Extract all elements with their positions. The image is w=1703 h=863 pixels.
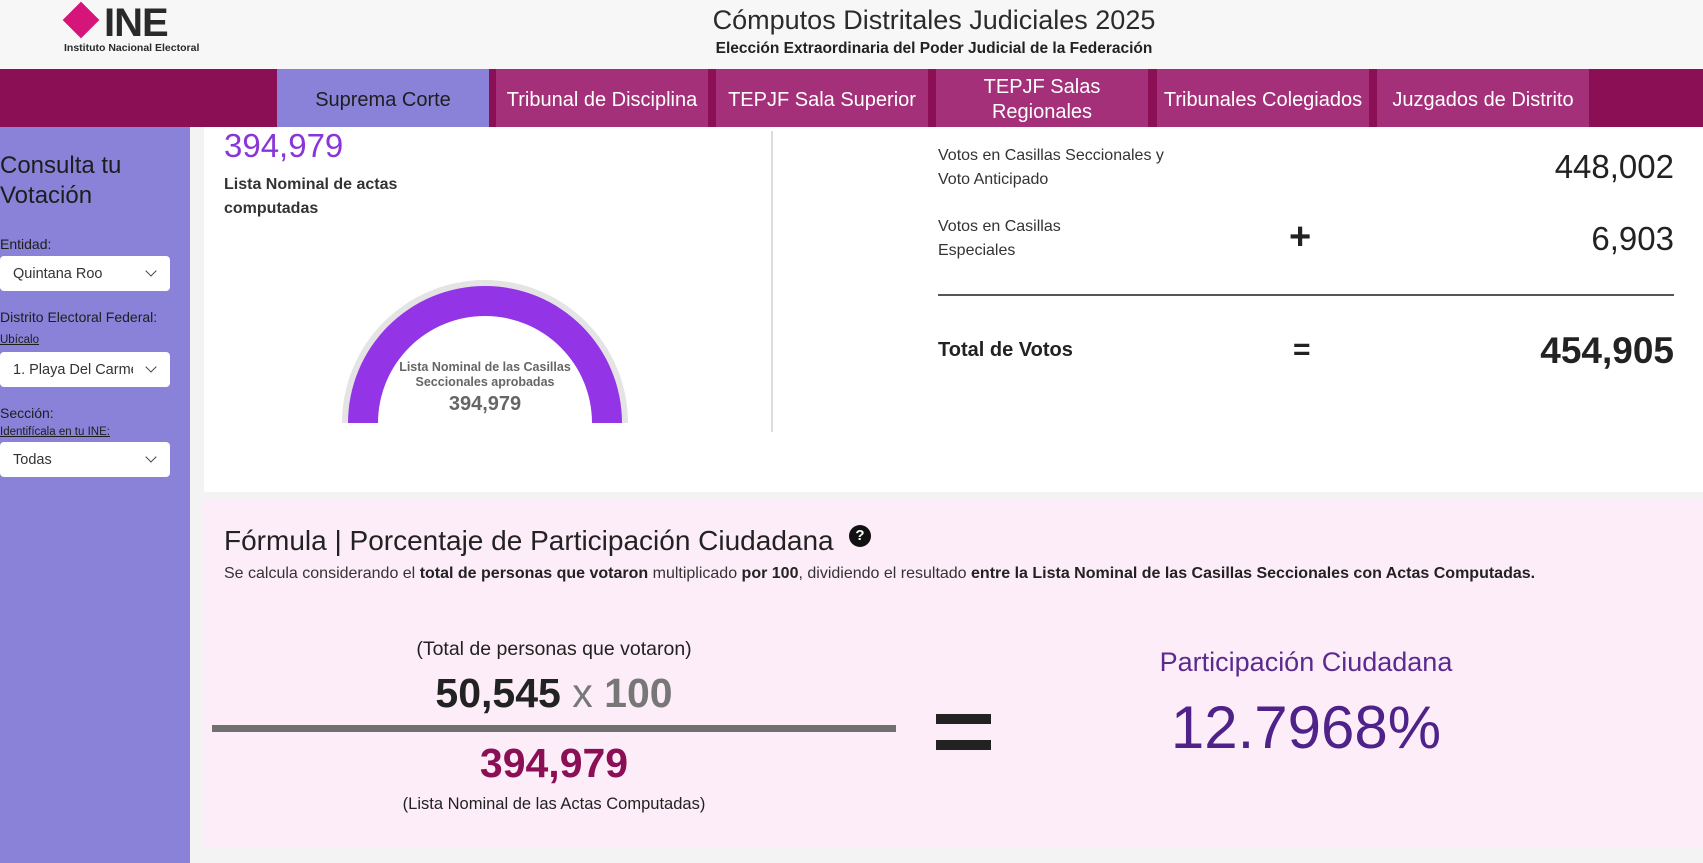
seccion-select-value: Todas (13, 451, 52, 468)
distrito-select[interactable]: 1. Playa Del Carmen (0, 352, 170, 387)
logo-subtitle: Instituto Nacional Electoral (64, 42, 200, 54)
formula-equals-icon (936, 712, 991, 752)
desc-part: Se calcula considerando el (224, 565, 420, 582)
participacion-value: 12.7968% (1170, 694, 1442, 761)
desc-part: , dividiendo el resultado (798, 565, 972, 582)
tab-suprema-corte[interactable]: Suprema Corte (277, 69, 489, 127)
chevron-down-icon (145, 361, 157, 373)
denominator-value: 394,979 (479, 740, 629, 786)
ubicalo-link[interactable]: Ubícalo (0, 334, 39, 346)
distrito-select-value: 1. Playa Del Carmen (13, 361, 133, 378)
votos-especiales-value: 6,903 (1591, 220, 1674, 257)
denominator-label: (Lista Nominal de las Actas Computadas) (402, 795, 706, 813)
chevron-down-icon (145, 451, 157, 463)
votos-seccionales-label: Votos en Casillas Seccionales y Voto Ant… (938, 147, 1164, 188)
top-nav: Suprema Corte Tribunal de Disciplina TEP… (0, 69, 1703, 127)
sidebar: Consulta tu Votación Entidad: Quintana R… (0, 127, 190, 863)
formula-title: Fórmula | Porcentaje de Participación Ci… (224, 525, 834, 556)
tab-juzgados-distrito[interactable]: Juzgados de Distrito (1377, 69, 1589, 127)
tab-tribunal-disciplina[interactable]: Tribunal de Disciplina (496, 69, 708, 127)
chevron-down-icon (145, 265, 157, 277)
entidad-select[interactable]: Quintana Roo (0, 256, 170, 291)
gauge-value: 394,979 (448, 393, 522, 415)
seccion-select[interactable]: Todas (0, 442, 170, 477)
ine-logo[interactable]: INE Instituto Nacional Electoral (62, 1, 214, 55)
gauge-fill (348, 286, 622, 423)
identificala-link[interactable]: Identifícala en tu INE: (0, 426, 110, 438)
numerator-label: (Total de personas que votaron) (416, 638, 692, 660)
plus-sign: + (1289, 216, 1312, 258)
sum-line (938, 294, 1674, 296)
help-icon[interactable]: ? (849, 525, 871, 547)
votos-especiales-label: Votos en Casillas Especiales (938, 218, 1061, 259)
tab-tepjf-sala-superior[interactable]: TEPJF Sala Superior (716, 69, 928, 127)
desc-bold: total de personas que votaron (419, 565, 649, 582)
total-votos-label: Total de Votos (938, 339, 1073, 361)
lista-nominal-value: 394,979 (224, 127, 344, 164)
logo-text: INE (104, 1, 169, 45)
desc-bold: por 100 (741, 565, 799, 582)
tab-tribunales-colegiados[interactable]: Tribunales Colegiados (1157, 69, 1369, 127)
equals-sign: = (1293, 333, 1311, 366)
lista-nominal-gauge (342, 280, 628, 423)
entidad-select-value: Quintana Roo (13, 265, 103, 282)
page-subtitle: Elección Extraordinaria del Poder Judici… (715, 40, 1153, 57)
numerator-value: 50,545 (435, 670, 561, 716)
tab-tepjf-salas-regionales[interactable]: TEPJF Salas Regionales (936, 69, 1148, 127)
lista-nominal-label: Lista Nominal de actas computadas (224, 176, 398, 217)
seccion-label: Sección: (0, 405, 54, 421)
multiplier: 100 (604, 670, 673, 716)
entidad-label: Entidad: (0, 236, 52, 252)
desc-bold: entre la Lista Nominal de las Casillas S… (971, 565, 1536, 582)
votos-seccionales-value: 448,002 (1554, 148, 1674, 185)
distrito-label: Distrito Electoral Federal: (0, 309, 158, 325)
desc-part: multiplicado (648, 565, 742, 582)
header: INE Instituto Nacional Electoral Cómputo… (0, 0, 1703, 69)
panel-divider (771, 131, 773, 432)
total-votos-value: 454,905 (1540, 330, 1674, 371)
page-title: Cómputos Distritales Judiciales 2025 (712, 5, 1156, 35)
formula-description: Se calcula considerando el total de pers… (224, 565, 1535, 583)
participacion-label: Participación Ciudadana (1159, 647, 1453, 677)
formula-panel (204, 500, 1703, 848)
gauge-label: Lista Nominal de las Casillas Seccionale… (399, 360, 571, 389)
fraction-line (212, 725, 896, 732)
times-sign: x (572, 670, 593, 716)
sidebar-title: Consulta tu Votación (0, 152, 122, 209)
numerator: 50,545 x 100 (354, 670, 754, 717)
